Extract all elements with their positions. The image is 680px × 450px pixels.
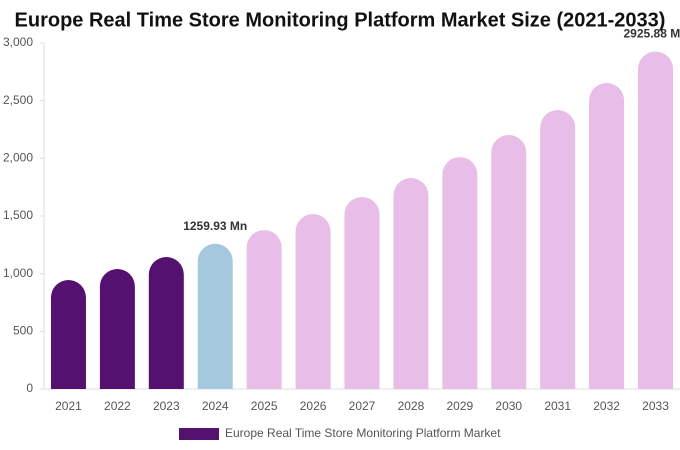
bar [442,157,478,389]
x-tick-label: 2033 [642,399,669,413]
y-tick-label: 1,000 [3,266,33,280]
x-tick-label: 2022 [104,399,131,413]
x-tick-label: 2021 [55,399,82,413]
bar [589,83,625,390]
y-tick-label: 500 [13,324,33,338]
value-label: 1259.93 Mn [183,219,247,233]
bar [197,243,233,389]
bar [148,257,184,389]
x-tick-label: 2023 [153,399,180,413]
y-tick-label: 2,000 [3,151,33,165]
legend-label: Europe Real Time Store Monitoring Platfo… [225,426,501,440]
bar [638,51,674,389]
x-tick-label: 2028 [398,399,425,413]
x-tick-label: 2031 [544,399,571,413]
bar [491,135,527,389]
chart-title: Europe Real Time Store Monitoring Platfo… [15,9,666,31]
x-tick-label: 2024 [202,399,229,413]
x-tick-label: 2030 [495,399,522,413]
x-tick-label: 2029 [446,399,473,413]
bar [393,178,429,389]
y-tick-label: 2,500 [3,93,33,107]
bar [540,110,576,389]
bar [344,196,380,389]
y-tick-label: 1,500 [3,208,33,222]
y-tick-label: 0 [26,381,33,395]
bar [50,280,86,389]
bar [246,230,282,389]
x-tick-label: 2027 [349,399,376,413]
x-tick-label: 2026 [300,399,327,413]
x-tick-label: 2025 [251,399,278,413]
value-label: 2925.88 Mn [624,27,680,41]
y-tick-label: 3,000 [3,35,33,49]
x-tick-label: 2032 [593,399,620,413]
bar [295,214,331,389]
legend-swatch [179,428,219,440]
bar [99,269,135,389]
